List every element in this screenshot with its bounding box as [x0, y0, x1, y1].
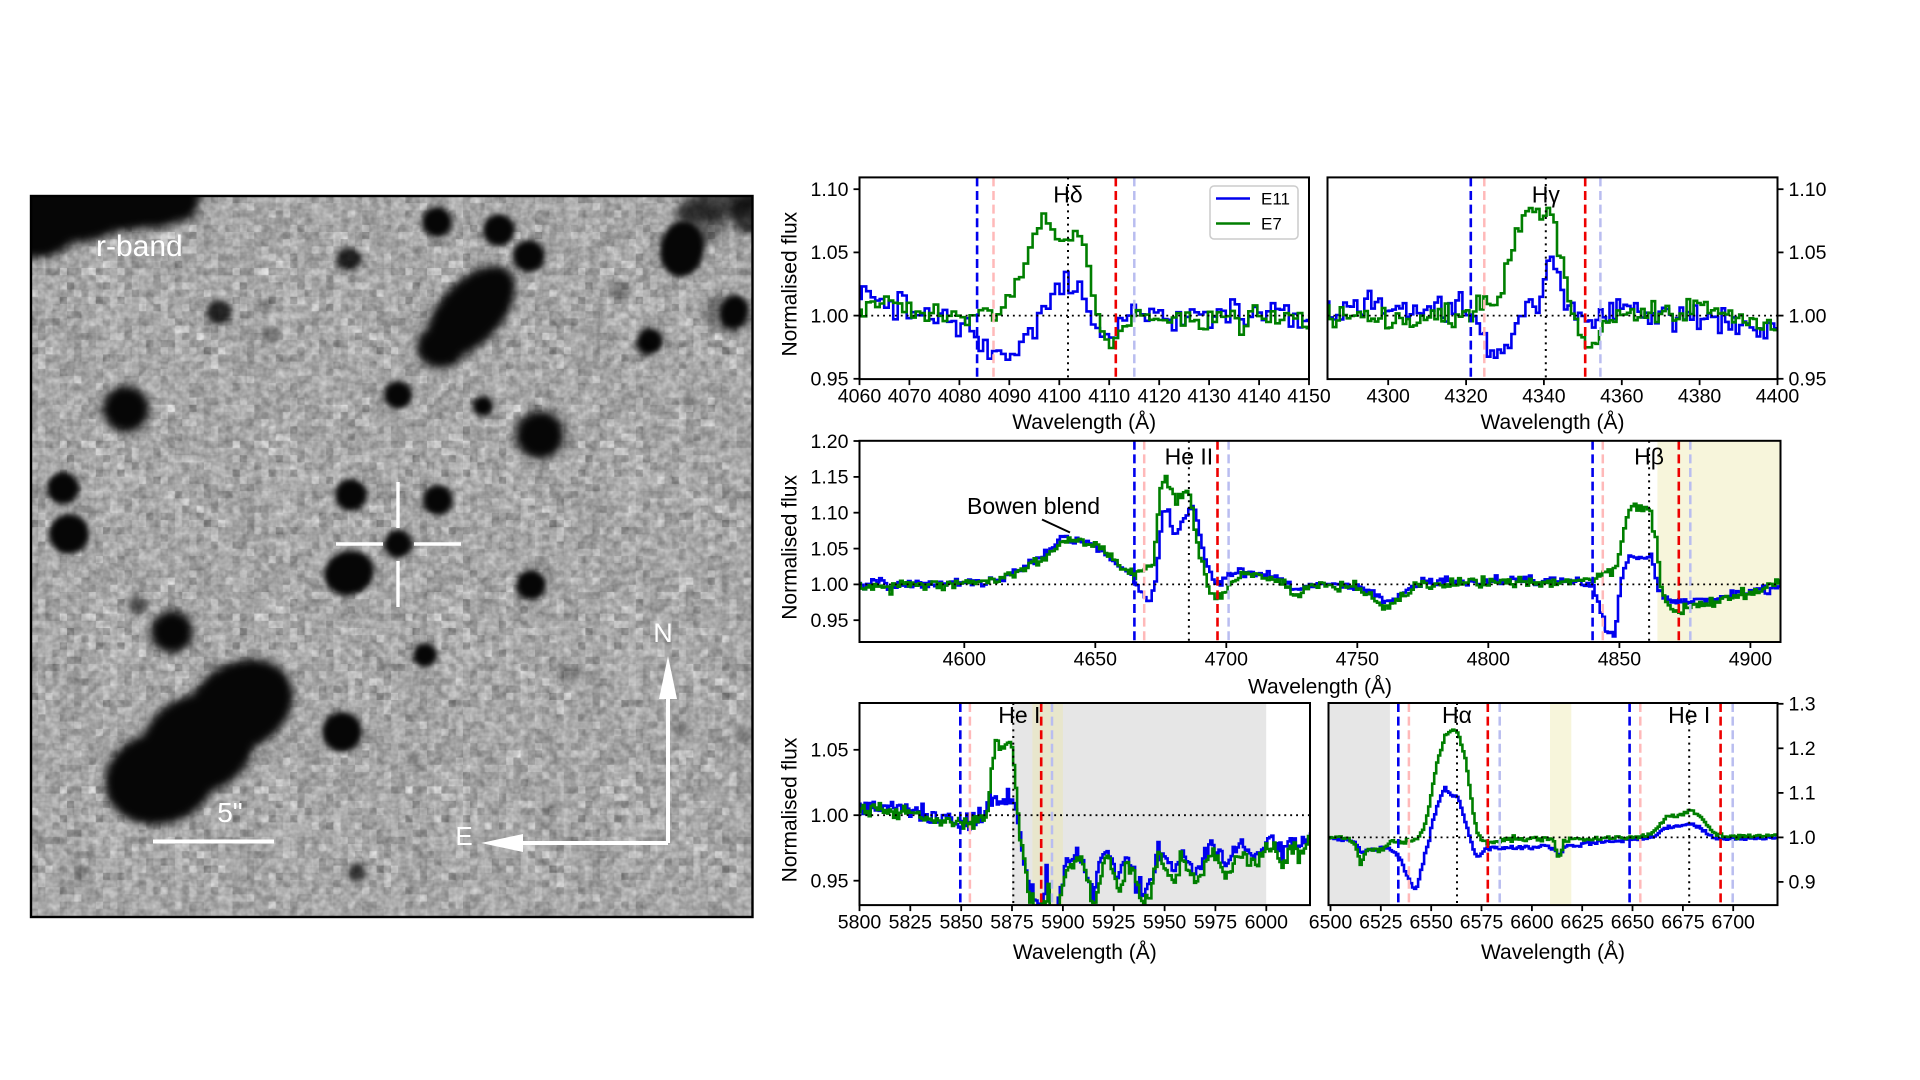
svg-text:Wavelength (Å): Wavelength (Å)	[1248, 676, 1392, 699]
svg-text:1.00: 1.00	[811, 305, 849, 327]
svg-text:1.1: 1.1	[1789, 783, 1816, 805]
svg-text:Normalised flux: Normalised flux	[779, 475, 802, 620]
svg-text:4850: 4850	[1598, 649, 1642, 671]
svg-text:E: E	[455, 821, 472, 851]
svg-text:1.10: 1.10	[1789, 179, 1827, 201]
svg-text:4120: 4120	[1138, 386, 1182, 408]
svg-text:4650: 4650	[1074, 649, 1118, 671]
svg-text:Normalised flux: Normalised flux	[779, 737, 802, 882]
svg-text:6525: 6525	[1359, 912, 1403, 934]
svg-text:He II: He II	[1165, 444, 1214, 470]
svg-text:Hα: Hα	[1442, 702, 1472, 728]
svg-text:4400: 4400	[1756, 386, 1800, 408]
svg-text:4300: 4300	[1367, 386, 1411, 408]
svg-text:5975: 5975	[1194, 912, 1238, 934]
svg-text:6575: 6575	[1460, 912, 1504, 934]
svg-text:6500: 6500	[1309, 912, 1353, 934]
svg-text:4080: 4080	[938, 386, 982, 408]
svg-text:5950: 5950	[1143, 912, 1187, 934]
svg-text:4060: 4060	[838, 386, 882, 408]
svg-text:1.00: 1.00	[811, 805, 849, 827]
svg-text:Normalised flux: Normalised flux	[779, 211, 802, 356]
svg-text:5875: 5875	[990, 912, 1034, 934]
svg-text:He I: He I	[998, 702, 1040, 728]
svg-text:Bowen blend: Bowen blend	[967, 493, 1100, 519]
svg-text:4070: 4070	[888, 386, 932, 408]
svg-text:0.95: 0.95	[1789, 369, 1827, 391]
svg-text:1.05: 1.05	[1789, 242, 1827, 264]
svg-text:0.9: 0.9	[1789, 872, 1816, 894]
svg-text:5800: 5800	[838, 912, 882, 934]
svg-text:1.0: 1.0	[1789, 827, 1816, 849]
svg-text:5825: 5825	[889, 912, 933, 934]
svg-text:6600: 6600	[1510, 912, 1554, 934]
svg-text:0.95: 0.95	[811, 369, 849, 391]
svg-text:1.15: 1.15	[811, 467, 849, 489]
svg-text:6650: 6650	[1611, 912, 1655, 934]
svg-text:Hδ: Hδ	[1053, 182, 1082, 208]
svg-text:r-band: r-band	[96, 230, 183, 263]
svg-text:Wavelength (Å): Wavelength (Å)	[1013, 941, 1157, 964]
svg-text:1.10: 1.10	[811, 179, 849, 201]
svg-text:6625: 6625	[1561, 912, 1605, 934]
svg-text:5925: 5925	[1092, 912, 1136, 934]
svg-text:E7: E7	[1261, 215, 1282, 234]
svg-text:1.05: 1.05	[811, 242, 849, 264]
svg-text:Wavelength (Å): Wavelength (Å)	[1481, 411, 1625, 434]
svg-text:5900: 5900	[1041, 912, 1085, 934]
svg-text:1.20: 1.20	[811, 431, 849, 453]
svg-text:4340: 4340	[1522, 386, 1566, 408]
svg-text:0.95: 0.95	[811, 871, 849, 893]
svg-text:Wavelength (Å): Wavelength (Å)	[1012, 411, 1156, 434]
svg-text:5850: 5850	[940, 912, 984, 934]
svg-text:Wavelength (Å): Wavelength (Å)	[1481, 941, 1625, 964]
svg-text:N: N	[653, 618, 673, 648]
svg-text:Hβ: Hβ	[1634, 444, 1664, 470]
svg-text:1.3: 1.3	[1789, 694, 1816, 716]
svg-text:1.00: 1.00	[811, 574, 849, 596]
svg-text:4130: 4130	[1187, 386, 1231, 408]
svg-text:6700: 6700	[1712, 912, 1756, 934]
svg-text:4360: 4360	[1600, 386, 1644, 408]
svg-text:6550: 6550	[1410, 912, 1454, 934]
svg-text:1.2: 1.2	[1789, 738, 1816, 760]
svg-text:E11: E11	[1261, 190, 1290, 209]
svg-text:4380: 4380	[1678, 386, 1722, 408]
svg-text:1.05: 1.05	[811, 740, 849, 762]
svg-text:Hγ: Hγ	[1532, 182, 1561, 208]
svg-text:4700: 4700	[1205, 649, 1249, 671]
svg-text:6000: 6000	[1245, 912, 1289, 934]
svg-text:1.10: 1.10	[811, 503, 849, 525]
svg-text:4800: 4800	[1467, 649, 1511, 671]
svg-text:4090: 4090	[988, 386, 1032, 408]
svg-text:4110: 4110	[1088, 386, 1130, 408]
svg-text:6675: 6675	[1661, 912, 1705, 934]
svg-text:1.00: 1.00	[1789, 305, 1827, 327]
svg-text:4900: 4900	[1729, 649, 1773, 671]
svg-text:4750: 4750	[1336, 649, 1380, 671]
svg-text:4100: 4100	[1038, 386, 1082, 408]
svg-text:1.05: 1.05	[811, 538, 849, 560]
svg-text:5": 5"	[217, 797, 243, 828]
svg-text:4600: 4600	[943, 649, 987, 671]
svg-text:He I: He I	[1668, 702, 1710, 728]
svg-text:0.95: 0.95	[811, 610, 849, 632]
svg-text:4140: 4140	[1237, 386, 1281, 408]
svg-text:4320: 4320	[1444, 386, 1488, 408]
svg-text:4150: 4150	[1287, 386, 1331, 408]
